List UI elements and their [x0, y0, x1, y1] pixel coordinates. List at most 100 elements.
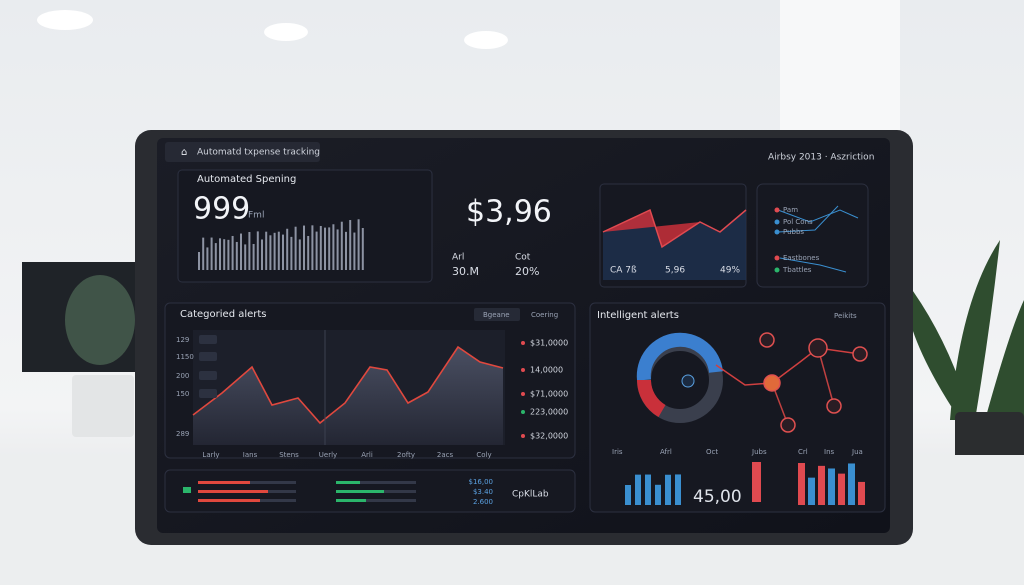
legend-dot — [774, 229, 780, 235]
legend-label: Pubbs — [783, 228, 804, 236]
x-label: Arli — [361, 451, 373, 459]
bar-label: Oct — [706, 448, 718, 456]
bar — [361, 228, 364, 270]
bar-label: Jubs — [751, 448, 767, 456]
legend-value: $32,0000 — [530, 432, 568, 441]
alert-bars — [625, 462, 865, 505]
y-chip — [199, 335, 217, 344]
bar — [265, 231, 268, 270]
bar — [286, 228, 289, 270]
x-label: Larly — [202, 451, 219, 459]
bar — [290, 236, 293, 270]
legend-value: 14,0000 — [530, 366, 563, 375]
header-right: Airbsy 2013 · Aszriction — [768, 153, 874, 163]
bar — [256, 231, 259, 270]
bar — [665, 474, 671, 505]
bar — [340, 221, 343, 270]
bar — [294, 226, 297, 270]
bar — [838, 473, 845, 505]
bar-label: Iris — [612, 448, 623, 456]
summary-value: 2.600 — [473, 498, 493, 506]
y-label: 129 — [176, 336, 189, 344]
bar — [231, 235, 234, 270]
bar — [357, 219, 360, 270]
intelligent-action: Peikits — [834, 312, 857, 320]
bar — [210, 237, 213, 270]
legend-label: Pam — [783, 206, 798, 214]
spending-bars — [198, 219, 364, 270]
legend-value: $71,0000 — [530, 390, 568, 399]
bar — [223, 239, 226, 270]
bar — [277, 231, 280, 270]
bar — [206, 247, 209, 270]
header-icon: ⌂ — [181, 147, 187, 158]
legend-dot — [521, 368, 525, 372]
bar — [828, 468, 835, 505]
legend-label: Eastbones — [783, 254, 820, 262]
summary-value: $16,00 — [469, 478, 494, 486]
bar — [240, 233, 242, 270]
stat-label: Arl — [452, 253, 464, 263]
area-line — [192, 345, 504, 425]
bar — [269, 235, 272, 270]
y-label: 1150 — [176, 353, 194, 361]
bar — [798, 463, 805, 505]
bar — [235, 241, 238, 270]
bar — [645, 474, 651, 505]
mini-label: 49% — [720, 266, 740, 276]
x-label: Stens — [279, 451, 299, 459]
bar — [248, 232, 251, 270]
bar — [227, 239, 230, 270]
legend-value: $31,0000 — [530, 339, 568, 348]
area-fill — [193, 347, 503, 445]
mini-label: CA 7ß — [610, 266, 637, 276]
x-label: Coly — [476, 451, 491, 459]
bar — [303, 225, 305, 270]
stat-value: 30.M — [452, 265, 479, 278]
y-label: 200 — [176, 372, 189, 380]
bar — [675, 474, 681, 505]
tab-bg — [474, 308, 520, 321]
spending-unit: Fml — [248, 211, 264, 221]
bar — [198, 252, 200, 270]
stat-value: 20% — [515, 265, 539, 278]
bar — [353, 232, 356, 270]
legend-dot — [774, 207, 780, 213]
bar — [252, 243, 255, 270]
bar — [625, 485, 631, 505]
bar — [311, 225, 314, 270]
y-label: 289 — [176, 430, 189, 438]
stat-label: Cot — [515, 253, 531, 263]
legend-dot — [521, 392, 525, 396]
bar — [328, 227, 331, 270]
mini-label: 5,96 — [665, 266, 685, 276]
bar-label: Crl — [798, 448, 808, 456]
legend-dot — [774, 267, 780, 273]
plant-left — [65, 275, 135, 437]
bar — [319, 225, 322, 270]
bar — [273, 232, 276, 270]
x-label: Uerly — [319, 451, 337, 459]
bar — [282, 234, 284, 270]
bar — [818, 465, 825, 505]
tab[interactable]: Bgeane — [483, 311, 510, 319]
legend-dot — [521, 341, 525, 345]
tab[interactable]: Coering — [531, 311, 558, 319]
bar-label: Jua — [851, 448, 863, 456]
spending-title: Automated Spening — [197, 174, 296, 185]
ceiling-lights — [37, 10, 508, 49]
bar — [307, 235, 310, 270]
x-label: 2ofty — [397, 451, 415, 459]
bar — [848, 463, 855, 505]
bar — [336, 229, 339, 270]
y-chip — [199, 371, 217, 380]
y-label: 150 — [176, 390, 189, 398]
summary-value: $3.40 — [473, 488, 493, 496]
x-label: 2acs — [437, 451, 454, 459]
progress-bars — [183, 481, 416, 502]
bar — [219, 238, 221, 270]
x-label: Ians — [243, 451, 258, 459]
legend-label: Tbattles — [782, 266, 812, 274]
bar-label: Afrl — [660, 448, 672, 456]
